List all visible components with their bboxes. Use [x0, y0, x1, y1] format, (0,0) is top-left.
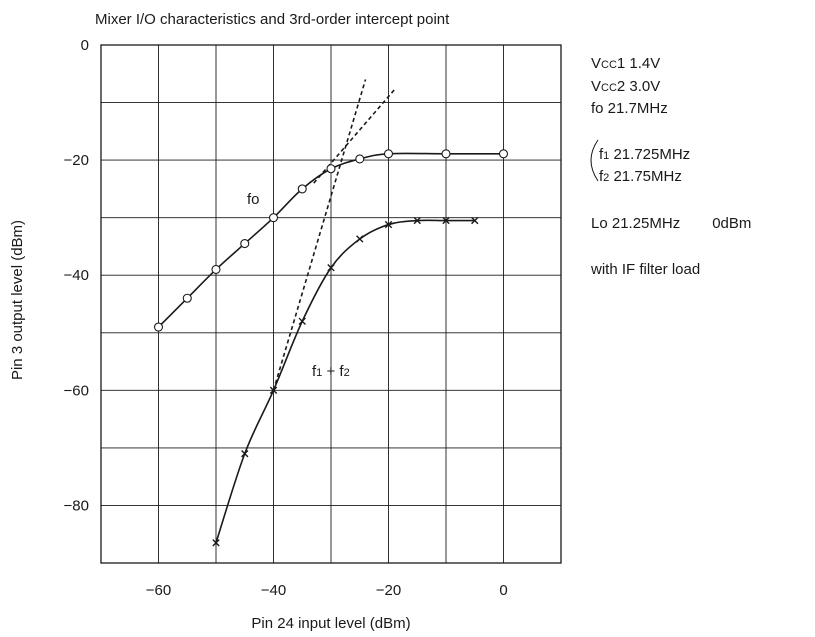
- y-tick-labels: 0 −20 −40 −60 −80: [64, 37, 89, 514]
- f1-f2-data-point: [327, 264, 335, 272]
- vcc2-condition: VCC2 3.0V: [591, 78, 661, 95]
- y-tick-label: −80: [64, 497, 89, 514]
- fo-data-point: [498, 149, 509, 159]
- fo-data-point: [383, 149, 394, 159]
- y-tick-label: 0: [81, 37, 89, 54]
- fo-data-point: [211, 264, 221, 275]
- vcc1-condition: VCC1 1.4V: [591, 55, 661, 72]
- fo-data-point: [182, 293, 192, 303]
- f1-f2-bracket: [590, 139, 599, 182]
- extrapolation-line: [313, 89, 395, 184]
- y-tick-label: −40: [64, 267, 89, 284]
- fo-data-point: [153, 322, 164, 332]
- f1-f2-data-point: [298, 317, 306, 325]
- chart-title: Mixer I/O characteristics and 3rd-order …: [95, 11, 450, 28]
- fo-series-label: fo: [247, 191, 260, 208]
- f1-f2-data-point: [471, 216, 479, 225]
- y-axis-label: Pin 3 output level (dBm): [9, 220, 26, 380]
- x-tick-label: −40: [261, 582, 286, 599]
- grid-lines: [101, 45, 561, 563]
- fo-condition: fo 21.7MHz: [591, 100, 668, 117]
- x-tick-label: −20: [376, 582, 401, 599]
- f1-f2-data-point: [269, 386, 278, 395]
- f1-f2-data-point: [241, 449, 249, 458]
- f1-f2-data-point: [442, 216, 450, 225]
- x-tick-label: 0: [499, 582, 507, 599]
- f1-f2-data-point: [212, 539, 220, 547]
- fo-data-point: [297, 184, 307, 194]
- x-axis-label: Pin 24 input level (dBm): [251, 615, 410, 632]
- data-series: [153, 149, 509, 547]
- load-condition: with IF filter load: [591, 261, 701, 278]
- fo-data-point: [240, 239, 250, 249]
- y-tick-label: −20: [64, 152, 89, 169]
- fo-data-point: [326, 164, 336, 174]
- fo-data-point: [355, 154, 365, 164]
- y-tick-label: −60: [64, 382, 89, 399]
- fo-data-point: [441, 149, 451, 159]
- f1-f2-series-line: [215, 219, 475, 544]
- f1-f2-data-point: [356, 235, 364, 243]
- f1-condition: f1 21.725MHz: [599, 146, 691, 163]
- plot-frame: [100, 44, 562, 564]
- intercept-extrapolation-lines: [272, 79, 395, 391]
- x-tick-label: −60: [146, 582, 171, 599]
- x-tick-labels: −60 −40 −20 0: [146, 582, 508, 599]
- extrapolation-line: [272, 79, 367, 391]
- f1-f2-data-point: [384, 220, 393, 229]
- f1-f2-data-point: [413, 216, 421, 225]
- f1-f2-series-label: f1 + f2: [312, 363, 350, 380]
- fo-data-point: [268, 213, 279, 223]
- f2-condition: f2 21.75MHz: [599, 168, 682, 185]
- lo-condition: Lo 21.25MHz 0dBm: [591, 215, 752, 232]
